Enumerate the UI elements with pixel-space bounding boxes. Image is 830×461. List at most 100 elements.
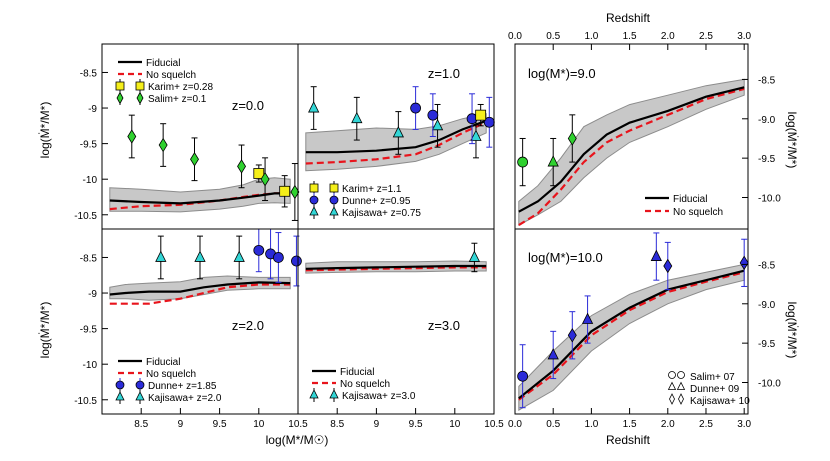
m9-xtick-label-1: 0.5 (546, 31, 560, 42)
z1-karim-point-9 (475, 109, 487, 121)
z1-legend-marker-1-1 (329, 195, 339, 205)
z1-legend-marker-1-0 (309, 195, 319, 205)
m10-panel-title: log(M*)=10.0 (528, 250, 603, 265)
m9-xtick-label-4: 2.0 (661, 31, 675, 42)
m10-dunne-point-4 (650, 249, 662, 261)
xlabel-left: log(M*/M☉) (266, 433, 329, 447)
band-layer (109, 78, 745, 411)
m9-ytick-label-2: -9.5 (758, 154, 776, 165)
m10-dunne-point-5 (663, 258, 673, 274)
m10-ytick-label-3: -10.0 (758, 379, 781, 390)
z2-ytick-label-3: -10 (83, 360, 98, 371)
m10-xtick-label-2: 1.0 (584, 419, 598, 430)
z2-legend-marker-2-0 (115, 380, 125, 390)
z1-legend-marker-2-0 (309, 206, 319, 216)
m9-salim-point-1 (547, 155, 559, 167)
text-layer: log(Ṁ*/M*) log(Ṁ*/M*) log(M*/M☉) Redshif… (38, 11, 799, 447)
m10-xtick-label-3: 1.5 (623, 419, 637, 430)
z2-dunne-point-5 (272, 252, 284, 263)
z2-no-squelch-line (109, 283, 291, 305)
m10-legend-label-1: Dunne+ 09 (690, 384, 740, 395)
m10-panel-frame (514, 228, 749, 415)
ylabel-right-top: log(Ṁ*/M*) (785, 112, 799, 169)
z0-ytick-label-2: -9.5 (80, 140, 98, 151)
z2-dunne-point-3 (253, 244, 265, 256)
m10-legend-marker-2-0 (669, 393, 675, 405)
m9-xtick-label-2: 1.0 (584, 31, 598, 42)
z1-kajisawa-point-1 (351, 111, 363, 124)
z3-xtick-label-1: 9 (374, 419, 380, 430)
z0-legend-label-0: Fiducial (146, 58, 180, 69)
z2-kajisawa-point-2 (233, 250, 245, 262)
m10-xtick-label-1: 0.5 (546, 419, 560, 430)
z2-ytick-label-4: -10.5 (74, 396, 97, 407)
z3-xtick-label-4: 10.5 (484, 419, 504, 430)
z3-legend-marker-2-0 (309, 389, 319, 399)
z0-salim-point-4 (190, 152, 199, 167)
m10-legend-marker-2-1 (678, 393, 684, 405)
z0-ytick-label-4: -10.5 (74, 211, 97, 222)
points-layer (115, 60, 749, 409)
z0-legend-label-1: No squelch (146, 70, 196, 81)
frames-layer (101, 43, 749, 415)
m9-salim-point-0 (517, 156, 529, 168)
m9-ytick-label-1: -9.0 (758, 115, 776, 126)
m10-legend-label-2: Kajisawa+ 10 (690, 396, 750, 407)
z1-legend-marker-0-0 (309, 183, 319, 193)
m10-xtick-label-5: 2.5 (699, 419, 713, 430)
z2-panel-title: z=2.0 (232, 318, 264, 333)
z2-legend-marker-3-1 (135, 391, 145, 401)
z1-kajisawa-point-2 (392, 126, 404, 138)
z3-kajisawa-point-0 (468, 250, 481, 262)
m10-no-squelch-line (518, 271, 745, 401)
z1-dunne-point-5 (410, 102, 422, 114)
z0-legend-marker-2-0 (115, 81, 125, 91)
m10-xtick-label-0: 0.0 (508, 419, 522, 430)
m10-xtick-label-4: 2.0 (661, 419, 675, 430)
z2-xtick-label-3: 10 (253, 419, 265, 430)
m9-xtick-label-5: 2.5 (699, 31, 713, 42)
xlabel-right-top: Redshift (606, 11, 651, 25)
m9-xtick-label-3: 1.5 (623, 31, 637, 42)
z3-xtick-label-3: 10 (449, 419, 461, 430)
m9-legend-label-0: Fiducial (673, 194, 707, 205)
z0-karim-point-0 (253, 168, 265, 179)
m10-legend-marker-1-0 (667, 381, 677, 390)
z3-no-squelch-line (305, 266, 487, 272)
m9-fiducial-line (518, 86, 745, 213)
m9-xtick-label-0: 0.0 (508, 31, 522, 42)
z3-panel-title: z=3.0 (428, 318, 460, 333)
z2-xtick-label-1: 9 (178, 419, 184, 430)
z2-legend-marker-2-1 (135, 380, 145, 390)
z3-fiducial-line (305, 264, 487, 270)
z2-ytick-label-2: -9.5 (80, 325, 98, 336)
z3-legend-marker-2-1 (329, 389, 339, 399)
m10-ytick-label-0: -8.5 (758, 260, 776, 271)
m10-xtick-label-6: 3.0 (737, 419, 751, 430)
m10-ytick-label-1: -9.0 (758, 300, 776, 311)
z0-salim-point-6 (260, 171, 270, 187)
m9-ytick-label-0: -8.5 (758, 75, 776, 86)
m10-legend-marker-1-1 (676, 381, 686, 390)
z0-salim-point-3 (158, 137, 168, 153)
m10-dunne-point-2 (567, 328, 577, 343)
m9-ytick-label-3: -10.0 (758, 194, 781, 205)
z0-salim-point-5 (237, 159, 247, 174)
xlabel-right-bottom: Redshift (606, 433, 651, 447)
z1-kajisawa-point-4 (470, 129, 482, 141)
z1-legend-label-2: Kajisawa+ z=0.75 (342, 208, 421, 219)
z1-legend-marker-2-1 (329, 206, 339, 216)
z3-xtick-label-0: 8.5 (330, 419, 344, 430)
ylabel-right-bottom: log(Ṁ*/M*) (785, 302, 799, 359)
z1-dunne-point-6 (427, 109, 439, 121)
z0-karim-point-1 (279, 185, 291, 197)
z2-xtick-label-4: 10.5 (288, 419, 308, 430)
m10-legend-label-0: Salim+ 07 (690, 372, 735, 383)
z0-legend-label-2: Karim+ z=0.28 (148, 82, 213, 93)
z1-legend-label-0: Karim+ z=1.1 (342, 184, 402, 195)
m10-legend-marker-0-1 (677, 371, 685, 379)
z0-salim-point-2 (127, 129, 137, 144)
m10-dunne-point-6 (739, 255, 749, 271)
z1-legend-marker-0-1 (329, 183, 339, 193)
